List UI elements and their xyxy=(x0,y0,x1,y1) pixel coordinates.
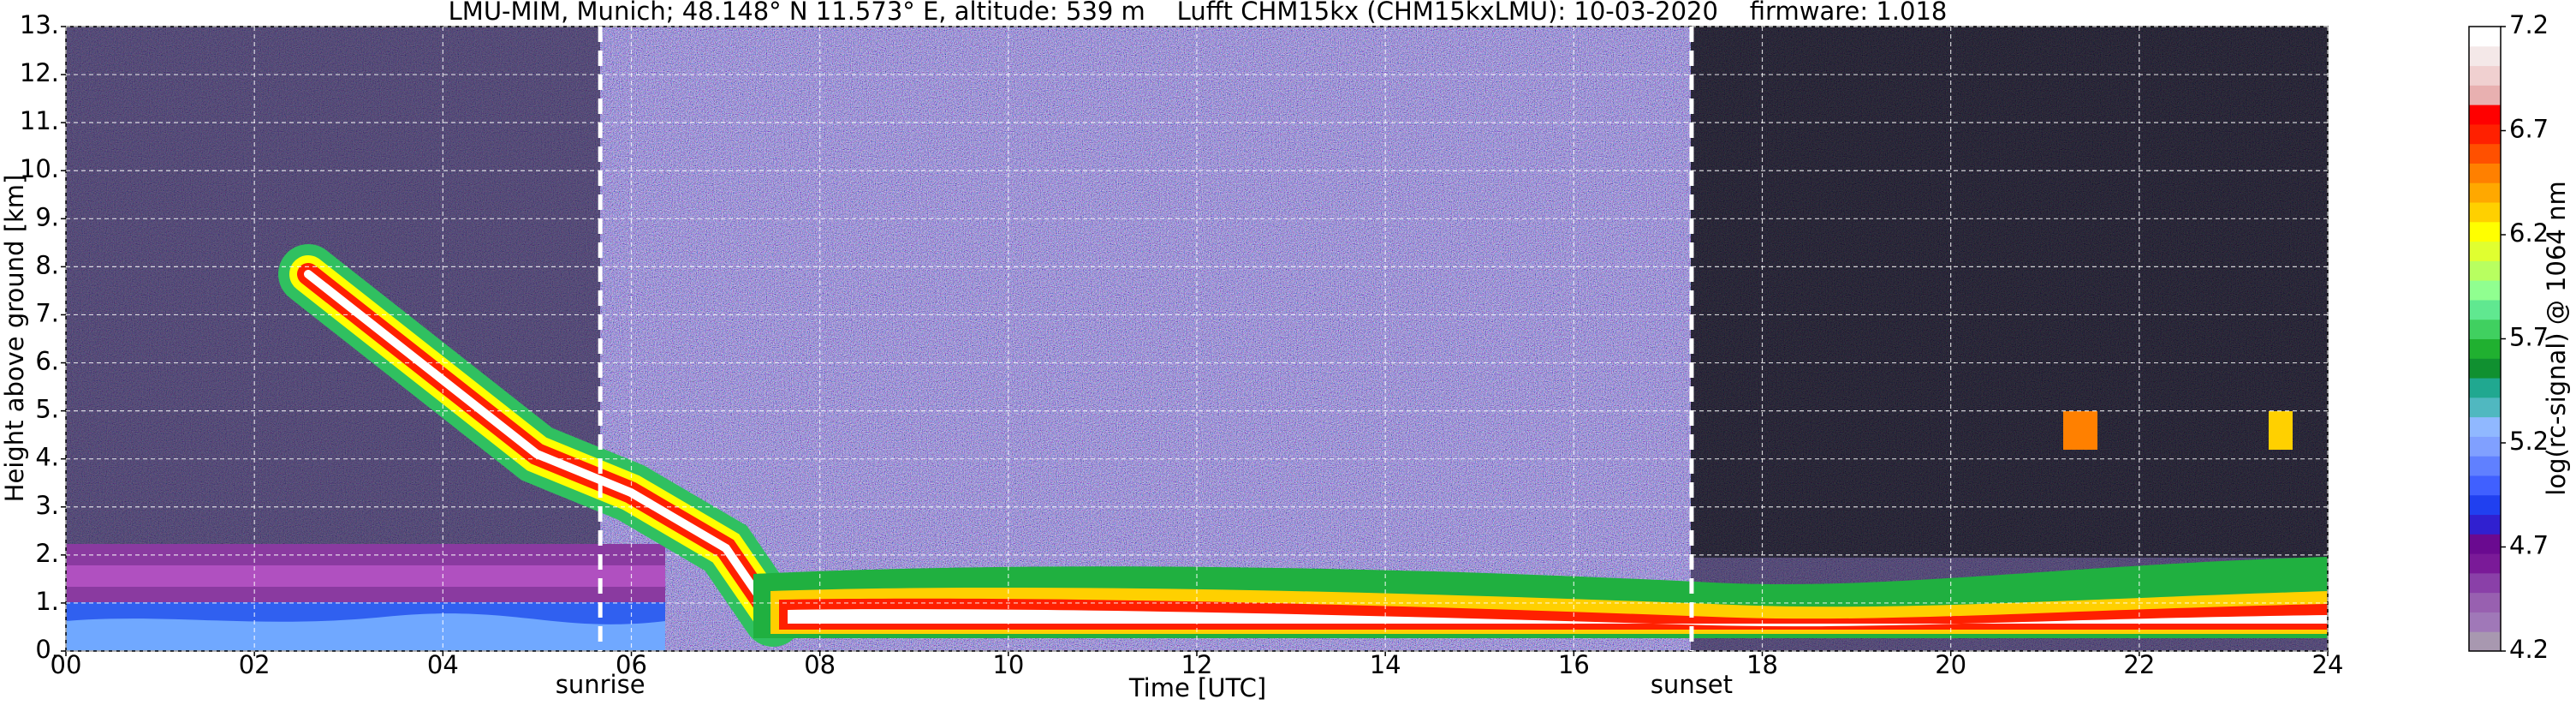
colorbar-segment xyxy=(2469,299,2501,320)
annotation-label: sunrise xyxy=(556,670,645,699)
colorbar-segment xyxy=(2469,123,2501,145)
x-tick-label: 16 xyxy=(1558,650,1590,679)
y-axis-label: Height above ground [km] xyxy=(0,175,29,503)
colorbar-segment xyxy=(2469,241,2501,261)
y-tick-label: 9. xyxy=(35,202,59,231)
x-tick-label: 06 xyxy=(616,650,647,679)
colorbar-segment xyxy=(2469,202,2501,223)
colorbar-segment xyxy=(2469,319,2501,339)
colorbar-segment xyxy=(2469,65,2501,86)
colorbar-segment xyxy=(2469,592,2501,612)
x-tick-label: 12 xyxy=(1181,650,1213,679)
colorbar-segment xyxy=(2469,45,2501,67)
y-tick-label: 11. xyxy=(20,106,59,135)
colorbar-tick-label: 4.2 xyxy=(2509,635,2549,664)
colorbar-segment xyxy=(2469,85,2501,105)
colorbar-tick-label: 6.7 xyxy=(2509,115,2549,144)
colorbar-segment xyxy=(2469,280,2501,301)
colorbar-segment xyxy=(2469,494,2501,516)
colorbar-segment xyxy=(2469,416,2501,437)
colorbar-tick-label: 5.7 xyxy=(2509,323,2549,352)
colorbar-segment xyxy=(2469,378,2501,398)
colorbar-segment xyxy=(2469,182,2501,203)
colorbar-segment xyxy=(2469,436,2501,457)
x-tick-label: 18 xyxy=(1746,650,1778,679)
colorbar-segment xyxy=(2469,221,2501,242)
x-tick-label: 22 xyxy=(2123,650,2155,679)
x-tick-label: 14 xyxy=(1370,650,1401,679)
y-tick-label: 4. xyxy=(35,443,59,472)
colorbar-segment xyxy=(2469,534,2501,554)
colorbar-tick-label: 5.2 xyxy=(2509,427,2549,456)
x-tick-label: 08 xyxy=(804,650,836,679)
x-tick-label: 10 xyxy=(992,650,1024,679)
colorbar-tick-label: 7.2 xyxy=(2509,10,2549,39)
y-tick-label: 2. xyxy=(35,539,59,568)
colorbar-segment xyxy=(2469,631,2501,652)
colorbar-segment xyxy=(2469,572,2501,594)
colorbar-label: log(rc-signal) @ 1064 nm xyxy=(2542,181,2571,495)
y-tick-label: 12. xyxy=(20,58,59,87)
colorbar-segment xyxy=(2469,456,2501,476)
y-tick-label: 5. xyxy=(35,395,59,424)
y-tick-label: 6. xyxy=(35,347,59,376)
colorbar-tick-label: 4.7 xyxy=(2509,531,2549,560)
x-tick-label: 20 xyxy=(1935,650,1966,679)
colorbar-segment xyxy=(2469,260,2501,281)
colorbar-segment xyxy=(2469,397,2501,418)
colorbar-segment xyxy=(2469,143,2501,164)
colorbar-segment xyxy=(2469,105,2501,125)
colorbar-segment xyxy=(2469,612,2501,632)
colorbar-segment xyxy=(2469,475,2501,496)
x-axis-label: Time [UTC] xyxy=(1128,673,1266,702)
y-tick-label: 8. xyxy=(35,250,59,279)
x-tick-label: 04 xyxy=(427,650,459,679)
colorbar-segment xyxy=(2469,514,2501,535)
x-tick-label: 24 xyxy=(2312,650,2344,679)
colorbar-segment xyxy=(2469,163,2501,183)
colorbar-segment xyxy=(2469,358,2501,379)
colorbar-tick-label: 6.2 xyxy=(2509,218,2549,248)
annotation-label: sunset xyxy=(1651,670,1733,699)
y-tick-label: 10. xyxy=(20,154,59,183)
colorbar-segment xyxy=(2469,338,2501,359)
y-tick-label: 3. xyxy=(35,491,59,520)
x-tick-label: 00 xyxy=(51,650,82,679)
colorbar-segment xyxy=(2469,553,2501,574)
x-tick-label: 02 xyxy=(239,650,271,679)
y-tick-label: 1. xyxy=(35,587,59,616)
y-tick-label: 7. xyxy=(35,298,59,327)
colorbar-segment xyxy=(2469,27,2501,47)
chart-title: LMU-MIM, Munich; 48.148° N 11.573° E, al… xyxy=(449,0,1948,26)
y-tick-label: 13. xyxy=(20,10,59,39)
y-tick-label: 0. xyxy=(35,635,59,664)
